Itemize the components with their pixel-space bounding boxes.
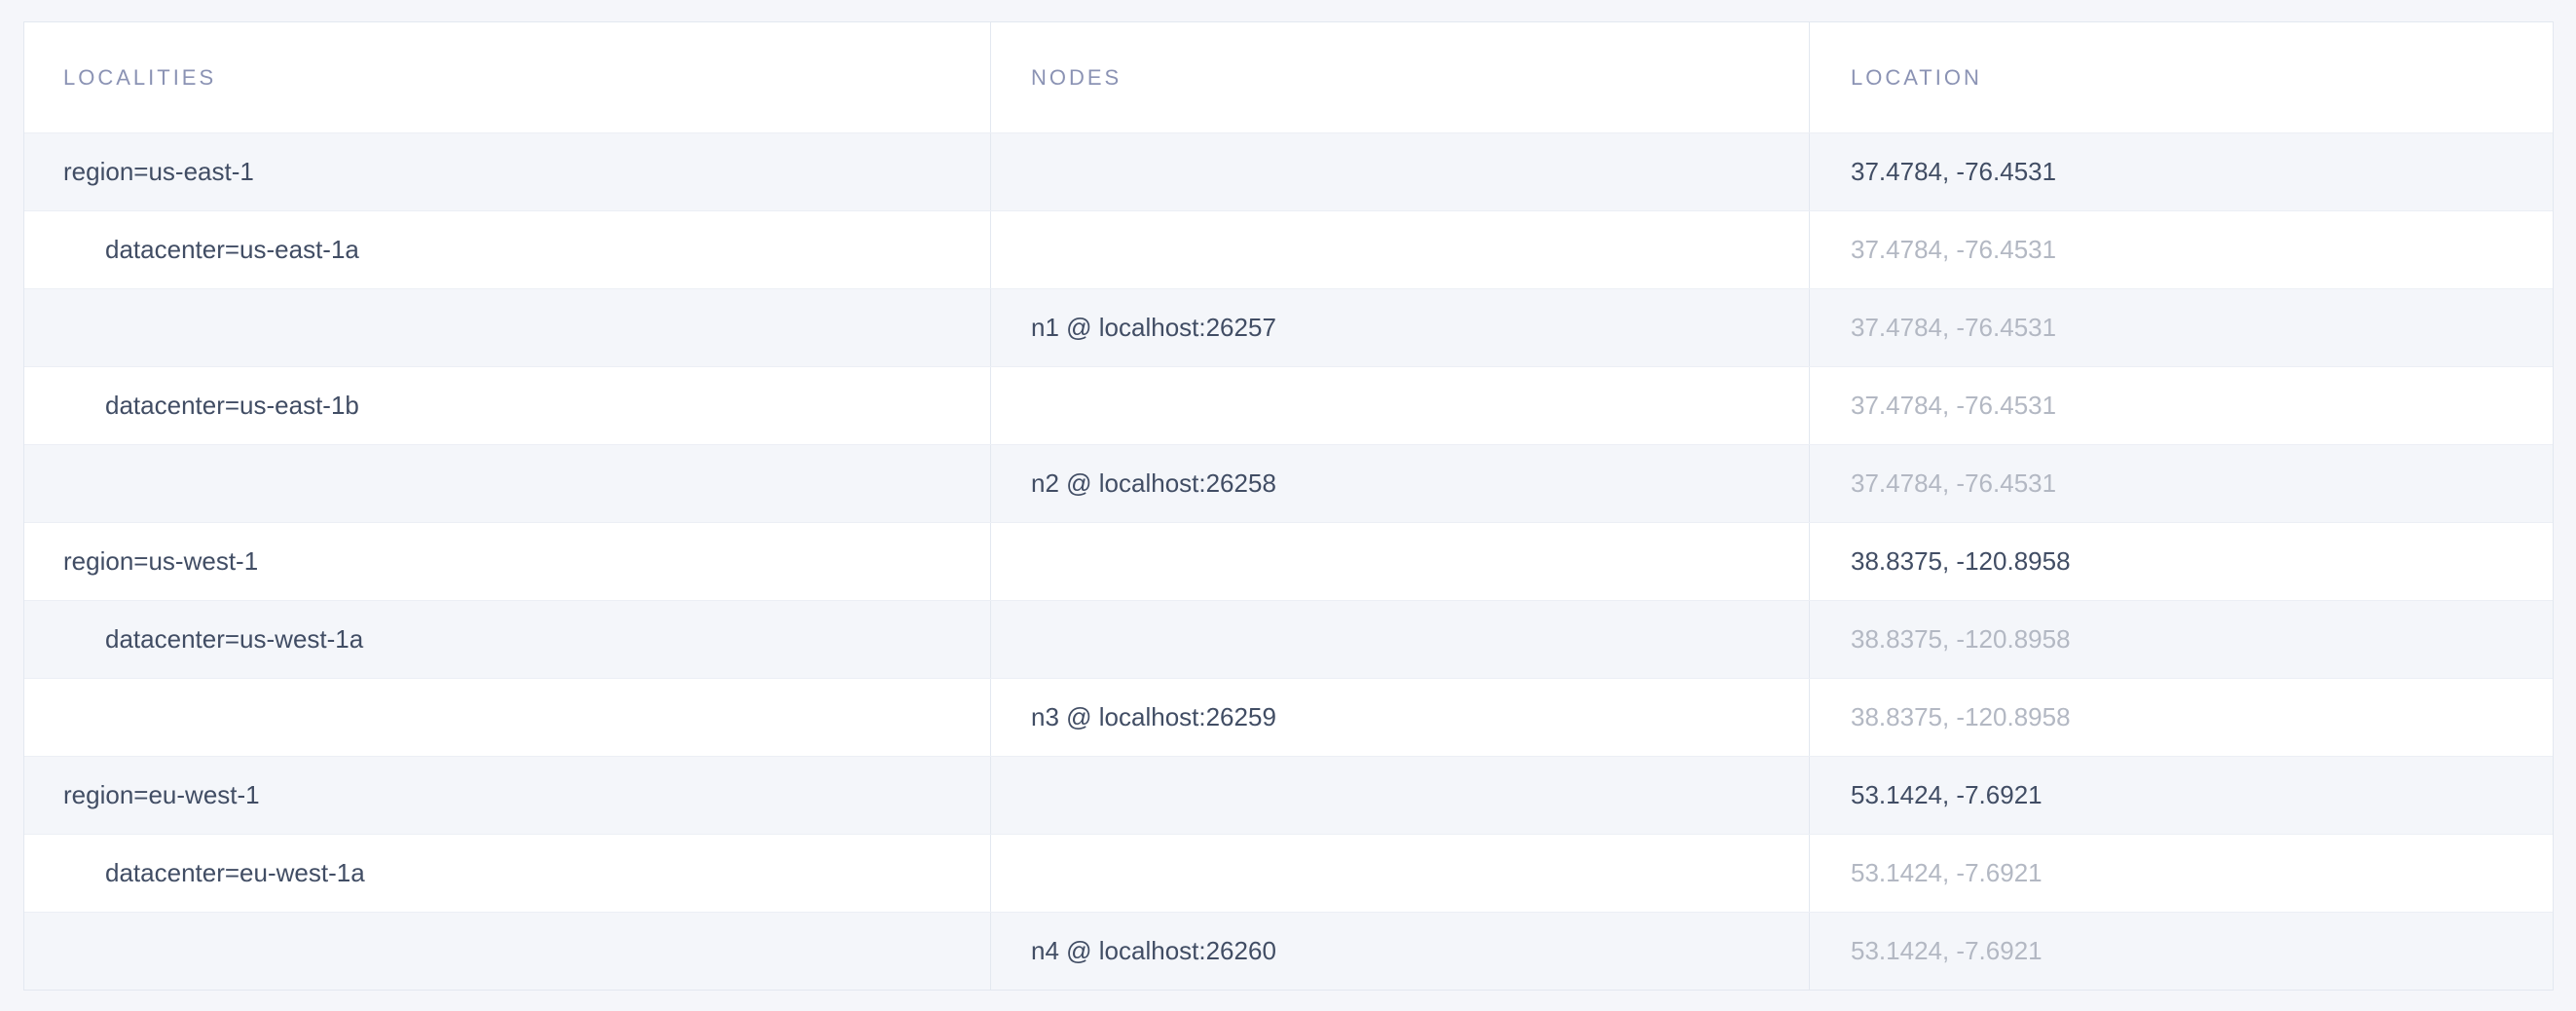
locality-cell (24, 913, 990, 990)
table-row-datacenter-us-east-1b: datacenter=us-east-1b 37.4784, -76.4531 (24, 366, 2553, 444)
location-cell: 37.4784, -76.4531 (1809, 211, 2553, 288)
table-row-node-n2: n2 @ localhost:26258 37.4784, -76.4531 (24, 444, 2553, 522)
table-row-node-n4: n4 @ localhost:26260 53.1424, -7.6921 (24, 912, 2553, 990)
locality-label: region=us-west-1 (63, 546, 259, 576)
table-header-row: Localities Nodes Location (24, 22, 2553, 132)
node-label: n1 @ localhost:26257 (1031, 313, 1276, 342)
table-row-datacenter-us-west-1a: datacenter=us-west-1a 38.8375, -120.8958 (24, 600, 2553, 678)
node-cell: n1 @ localhost:26257 (990, 289, 1809, 366)
locality-cell: datacenter=eu-west-1a (24, 835, 990, 912)
location-value: 37.4784, -76.4531 (1851, 157, 2057, 186)
locality-cell: datacenter=us-east-1a (24, 211, 990, 288)
table-row-region-us-east-1: region=us-east-1 37.4784, -76.4531 (24, 132, 2553, 210)
location-cell: 38.8375, -120.8958 (1809, 523, 2553, 600)
table-row-datacenter-eu-west-1a: datacenter=eu-west-1a 53.1424, -7.6921 (24, 834, 2553, 912)
locality-label: region=eu-west-1 (63, 780, 260, 809)
location-cell: 37.4784, -76.4531 (1809, 367, 2553, 444)
node-cell: n4 @ localhost:26260 (990, 913, 1809, 990)
locality-cell: region=eu-west-1 (24, 757, 990, 834)
node-cell (990, 757, 1809, 834)
location-value: 37.4784, -76.4531 (1851, 468, 2057, 498)
node-cell (990, 133, 1809, 210)
node-cell (990, 523, 1809, 600)
locality-cell: datacenter=us-east-1b (24, 367, 990, 444)
locality-label: datacenter=us-east-1a (105, 235, 359, 264)
locality-cell (24, 445, 990, 522)
location-cell: 37.4784, -76.4531 (1809, 289, 2553, 366)
table-row-datacenter-us-east-1a: datacenter=us-east-1a 37.4784, -76.4531 (24, 210, 2553, 288)
location-cell: 37.4784, -76.4531 (1809, 133, 2553, 210)
locality-label: datacenter=us-west-1a (105, 624, 364, 654)
node-label: n3 @ localhost:26259 (1031, 702, 1276, 731)
locality-cell (24, 289, 990, 366)
location-cell: 53.1424, -7.6921 (1809, 913, 2553, 990)
location-value: 38.8375, -120.8958 (1851, 702, 2071, 731)
location-value: 53.1424, -7.6921 (1851, 780, 2042, 809)
locality-cell: region=us-west-1 (24, 523, 990, 600)
location-cell: 38.8375, -120.8958 (1809, 679, 2553, 756)
locality-cell: datacenter=us-west-1a (24, 601, 990, 678)
location-value: 53.1424, -7.6921 (1851, 858, 2042, 887)
location-cell: 53.1424, -7.6921 (1809, 835, 2553, 912)
location-cell: 38.8375, -120.8958 (1809, 601, 2553, 678)
localities-table: Localities Nodes Location region=us-east… (23, 21, 2554, 991)
location-value: 38.8375, -120.8958 (1851, 624, 2071, 654)
location-value: 37.4784, -76.4531 (1851, 313, 2057, 342)
location-cell: 37.4784, -76.4531 (1809, 445, 2553, 522)
locality-label: datacenter=us-east-1b (105, 391, 359, 420)
table-row-region-us-west-1: region=us-west-1 38.8375, -120.8958 (24, 522, 2553, 600)
locality-label: datacenter=eu-west-1a (105, 858, 365, 887)
node-label: n2 @ localhost:26258 (1031, 468, 1276, 498)
table-row-node-n1: n1 @ localhost:26257 37.4784, -76.4531 (24, 288, 2553, 366)
node-cell (990, 367, 1809, 444)
locality-cell (24, 679, 990, 756)
table-row-region-eu-west-1: region=eu-west-1 53.1424, -7.6921 (24, 756, 2553, 834)
node-cell (990, 835, 1809, 912)
node-cell (990, 601, 1809, 678)
column-header-nodes: Nodes (990, 22, 1809, 132)
column-header-localities: Localities (63, 64, 217, 90)
node-cell: n3 @ localhost:26259 (990, 679, 1809, 756)
node-cell: n2 @ localhost:26258 (990, 445, 1809, 522)
node-label: n4 @ localhost:26260 (1031, 936, 1276, 965)
locality-cell: region=us-east-1 (24, 133, 990, 210)
column-header-location: Location (1809, 22, 2553, 132)
location-cell: 53.1424, -7.6921 (1809, 757, 2553, 834)
table-row-node-n3: n3 @ localhost:26259 38.8375, -120.8958 (24, 678, 2553, 756)
location-value: 37.4784, -76.4531 (1851, 391, 2057, 420)
location-value: 38.8375, -120.8958 (1851, 546, 2071, 576)
node-cell (990, 211, 1809, 288)
location-value: 53.1424, -7.6921 (1851, 936, 2042, 965)
locality-label: region=us-east-1 (63, 157, 254, 186)
location-value: 37.4784, -76.4531 (1851, 235, 2057, 264)
